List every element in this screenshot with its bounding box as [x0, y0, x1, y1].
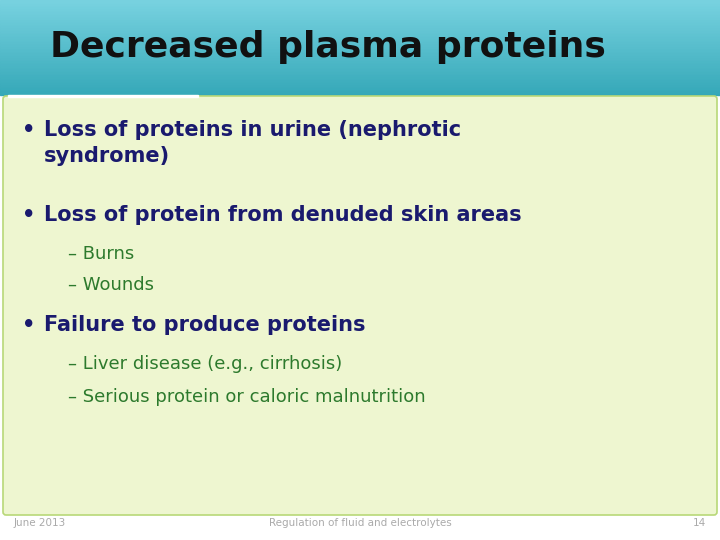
- Bar: [0, 59, 720, 62]
- Bar: [0, 55, 720, 57]
- Bar: [0, 50, 720, 52]
- Text: – Burns: – Burns: [68, 245, 134, 263]
- Bar: [0, 30, 720, 32]
- Text: 14: 14: [693, 518, 706, 528]
- Bar: [0, 31, 720, 33]
- Bar: [0, 37, 720, 39]
- Bar: [0, 35, 720, 36]
- Bar: [0, 83, 720, 85]
- Bar: [0, 76, 720, 78]
- Bar: [0, 53, 720, 56]
- Text: Loss of proteins in urine (nephrotic
syndrome): Loss of proteins in urine (nephrotic syn…: [44, 120, 461, 166]
- Bar: [0, 15, 720, 17]
- Bar: [0, 8, 720, 10]
- Bar: [0, 4, 720, 6]
- Bar: [0, 42, 720, 44]
- Text: •: •: [22, 205, 35, 225]
- Bar: [0, 14, 720, 16]
- Bar: [0, 26, 720, 29]
- Bar: [0, 22, 720, 24]
- Text: Regulation of fluid and electrolytes: Regulation of fluid and electrolytes: [269, 518, 451, 528]
- Bar: [0, 1, 720, 3]
- Bar: [0, 28, 720, 30]
- Text: •: •: [22, 315, 35, 335]
- Bar: [0, 69, 720, 71]
- Text: – Serious protein or caloric malnutrition: – Serious protein or caloric malnutritio…: [68, 388, 426, 406]
- Bar: [0, 58, 720, 60]
- Bar: [0, 11, 720, 12]
- Bar: [0, 71, 720, 73]
- Bar: [0, 63, 720, 65]
- Bar: [0, 20, 720, 22]
- Text: – Wounds: – Wounds: [68, 276, 154, 294]
- Bar: [0, 17, 720, 19]
- Bar: [0, 77, 720, 79]
- Bar: [0, 40, 720, 43]
- Bar: [0, 85, 720, 87]
- Bar: [0, 12, 720, 14]
- Bar: [0, 90, 720, 92]
- Bar: [0, 72, 720, 75]
- Bar: [0, 82, 720, 84]
- FancyBboxPatch shape: [3, 96, 717, 515]
- Bar: [0, 86, 720, 89]
- Bar: [0, 18, 720, 21]
- Text: Loss of protein from denuded skin areas: Loss of protein from denuded skin areas: [44, 205, 521, 225]
- Bar: [0, 74, 720, 76]
- Bar: [0, 57, 720, 58]
- Bar: [0, 36, 720, 38]
- Bar: [0, 66, 720, 68]
- Bar: [0, 91, 720, 93]
- Text: •: •: [22, 120, 35, 140]
- Text: Decreased plasma proteins: Decreased plasma proteins: [50, 30, 606, 64]
- Bar: [0, 52, 720, 54]
- Text: – Liver disease (e.g., cirrhosis): – Liver disease (e.g., cirrhosis): [68, 355, 342, 373]
- Bar: [0, 3, 720, 5]
- Bar: [0, 88, 720, 90]
- Text: Failure to produce proteins: Failure to produce proteins: [44, 315, 366, 335]
- Bar: [0, 23, 720, 25]
- Bar: [0, 9, 720, 11]
- Bar: [0, 61, 720, 63]
- Bar: [0, 80, 720, 82]
- Bar: [0, 93, 720, 95]
- Bar: [0, 25, 720, 27]
- Text: June 2013: June 2013: [14, 518, 66, 528]
- Bar: [0, 6, 720, 8]
- Bar: [0, 33, 720, 35]
- Bar: [0, 39, 720, 41]
- Bar: [0, 44, 720, 46]
- Bar: [0, 0, 720, 2]
- Bar: [8, 94, 198, 97]
- Bar: [0, 68, 720, 70]
- Bar: [0, 79, 720, 81]
- Bar: [0, 64, 720, 66]
- Bar: [0, 45, 720, 48]
- Bar: [0, 49, 720, 51]
- Bar: [0, 47, 720, 49]
